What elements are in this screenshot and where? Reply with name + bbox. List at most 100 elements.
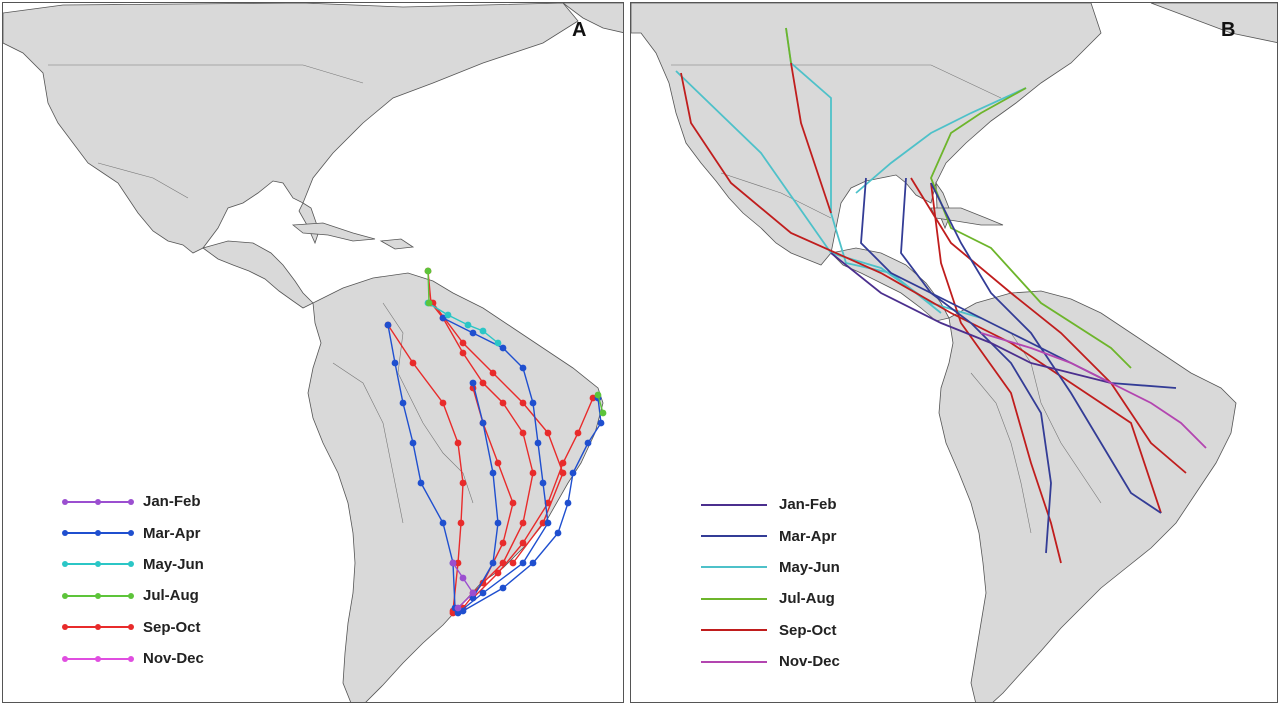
legend-label: Nov-Dec — [143, 650, 204, 668]
south-america-land — [307, 272, 604, 702]
legend-label: Jul-Aug — [143, 587, 199, 605]
track-point — [494, 519, 502, 527]
track-point — [469, 329, 477, 337]
florida-land — [298, 202, 320, 245]
track-point — [499, 584, 507, 592]
legend-label: May-Jun — [143, 555, 204, 573]
track-point — [459, 574, 467, 582]
legend-label: Sep-Oct — [779, 621, 837, 639]
panel-label-b: B — [1221, 19, 1236, 41]
track-point — [584, 439, 592, 447]
track-point — [469, 594, 477, 602]
track-line — [387, 324, 464, 612]
us-canada-border — [671, 64, 1002, 99]
track-point — [409, 439, 417, 447]
track-point — [494, 339, 502, 347]
track-point — [574, 429, 582, 437]
legend-swatch — [62, 655, 134, 662]
legend-label: May-Jun — [779, 558, 840, 576]
legend-label: Mar-Apr — [779, 527, 837, 545]
legend-item: Mar-Apr — [697, 520, 840, 551]
north-america-land — [631, 3, 1102, 266]
legend-swatch — [701, 503, 767, 506]
map-panel-b: B Jan-Feb Mar-Apr May-Jun Jul-Aug Sep-Oct Nov… — [630, 2, 1278, 703]
country-borders — [671, 64, 1102, 534]
track-line — [427, 270, 430, 304]
track-point — [544, 519, 552, 527]
map-panel-a: A Jan-Feb Mar-Apr May-Jun Jul-Aug Sep-Oct Nov… — [2, 2, 624, 703]
track-point — [464, 321, 472, 329]
track-point — [439, 399, 447, 407]
track-point — [489, 369, 497, 377]
legend-label: Jul-Aug — [779, 590, 835, 608]
track-point — [597, 419, 605, 427]
legend-item: Nov-Dec — [697, 646, 840, 677]
legend-label: Mar-Apr — [143, 524, 201, 542]
track-point — [554, 529, 562, 537]
track-line — [980, 332, 1207, 449]
track-line — [387, 324, 456, 609]
legend-swatch — [62, 498, 134, 505]
us-canada-border — [48, 64, 364, 84]
track-point — [519, 399, 527, 407]
track-point — [459, 479, 467, 487]
track-point — [469, 589, 477, 597]
track-point — [499, 344, 507, 352]
track-point — [594, 391, 602, 399]
legend-swatch — [62, 624, 134, 631]
track-point — [494, 459, 502, 467]
track-line — [855, 87, 1027, 194]
track-line — [452, 562, 474, 609]
legend-swatch — [701, 629, 767, 632]
map-a-canvas — [3, 3, 623, 702]
track-point — [469, 379, 477, 387]
track-point — [564, 499, 572, 507]
legend-a: Jan-Feb Mar-Apr May-Jun Jul-Aug Sep-Oct Nov-D… — [61, 486, 204, 674]
track-point — [519, 559, 527, 567]
track-point — [569, 469, 577, 477]
tracks-b — [675, 27, 1207, 564]
track-point — [499, 539, 507, 547]
panel-label-a: A — [572, 19, 587, 41]
track-point — [457, 519, 465, 527]
track-point — [489, 559, 497, 567]
track-point — [499, 559, 507, 567]
hispaniola-land — [379, 238, 415, 250]
track-point — [509, 499, 517, 507]
tracks-a — [384, 267, 607, 617]
legend-swatch — [62, 561, 134, 568]
track-point — [539, 479, 547, 487]
andes-border — [970, 372, 1032, 534]
legend-item: May-Jun — [61, 549, 204, 580]
track-point — [489, 469, 497, 477]
track-point — [425, 299, 433, 307]
cuba-land — [291, 222, 376, 242]
central-america-land — [202, 240, 314, 309]
track-point — [454, 559, 462, 567]
track-point — [559, 459, 567, 467]
track-point — [479, 379, 487, 387]
legend-item: Sep-Oct — [697, 615, 840, 646]
legend-swatch — [62, 530, 134, 537]
legend-item: Nov-Dec — [61, 643, 204, 674]
legend-item: Sep-Oct — [61, 612, 204, 643]
legend-swatch — [701, 566, 767, 569]
track-line — [930, 87, 1132, 369]
legend-label: Jan-Feb — [779, 496, 837, 514]
legend-label: Nov-Dec — [779, 653, 840, 671]
legend-item: Jul-Aug — [697, 583, 840, 614]
map-b-canvas — [631, 3, 1277, 702]
track-point — [424, 267, 432, 275]
legend-label: Jan-Feb — [143, 493, 201, 511]
legend-item: Jan-Feb — [697, 489, 840, 520]
legend-b: Jan-Feb Mar-Apr May-Jun Jul-Aug Sep-Oct Nov-D… — [697, 489, 840, 677]
track-point — [449, 559, 457, 567]
us-mexico-border — [720, 172, 832, 219]
track-point — [439, 519, 447, 527]
track-point — [444, 311, 452, 319]
south-america-land — [938, 290, 1237, 702]
track-line — [790, 62, 832, 214]
track-line — [930, 182, 1162, 514]
track-point — [454, 439, 462, 447]
track-point — [519, 539, 527, 547]
